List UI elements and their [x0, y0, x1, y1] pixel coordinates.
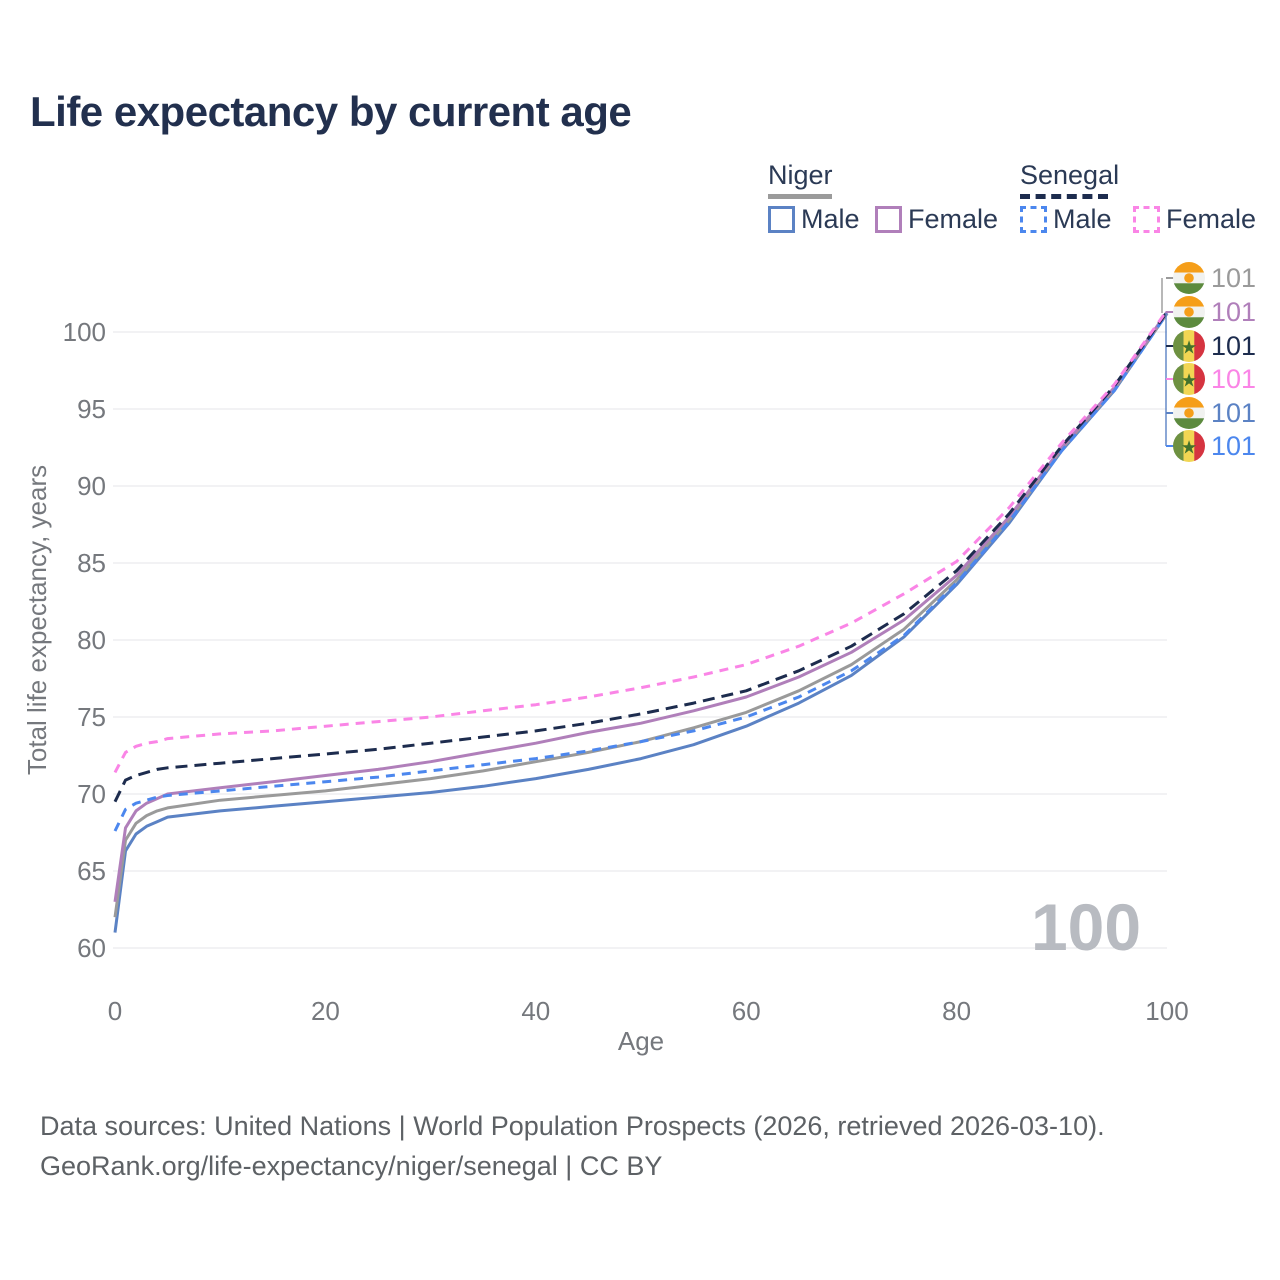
- end-label-niger_female[interactable]: 101: [1173, 296, 1256, 328]
- x-tick-label-80: 80: [942, 996, 971, 1026]
- y-tick-label-70: 70: [77, 779, 106, 809]
- senegal-flag-icon: ★: [1173, 363, 1205, 395]
- legend-label-niger-male[interactable]: Male: [801, 204, 860, 234]
- senegal-line-sample: [1020, 194, 1108, 199]
- data-sources-line2[interactable]: GeoRank.org/life-expectancy/niger/senega…: [40, 1151, 663, 1181]
- niger-flag-icon: [1173, 397, 1205, 429]
- hover-age-watermark: 100: [1031, 890, 1141, 964]
- series-line-senegal_total[interactable]: [113, 311, 1169, 803]
- end-label-value-senegal_female: 101: [1211, 364, 1256, 394]
- legend-group-senegal-label: Senegal: [1020, 160, 1120, 190]
- y-tick-label-75: 75: [77, 702, 106, 732]
- end-label-niger_male[interactable]: 101: [1173, 397, 1256, 429]
- page-title: Life expectancy by current age: [30, 88, 632, 135]
- series-line-senegal_female[interactable]: [113, 309, 1169, 774]
- legend-swatch-niger-male[interactable]: [768, 206, 795, 233]
- end-label-value-niger_male: 101: [1211, 398, 1256, 428]
- niger-flag-icon: [1173, 262, 1205, 294]
- series-line-niger_female[interactable]: [113, 311, 1169, 903]
- x-tick-label-60: 60: [732, 996, 761, 1026]
- data-sources-line1: Data sources: United Nations | World Pop…: [40, 1111, 1105, 1141]
- y-tick-label-100: 100: [63, 317, 106, 347]
- legend-group-senegal[interactable]: Senegal: [1020, 160, 1119, 199]
- y-tick-label-60: 60: [77, 933, 106, 963]
- x-tick-label-40: 40: [521, 996, 550, 1026]
- x-axis-title: Age: [618, 1026, 664, 1056]
- end-label-senegal_male[interactable]: ★ 101: [1173, 430, 1256, 462]
- niger-flag-icon: [1173, 296, 1205, 328]
- legend-swatch-niger-female[interactable]: [875, 206, 902, 233]
- y-tick-label-80: 80: [77, 625, 106, 655]
- niger-line-sample: [768, 194, 832, 199]
- end-label-senegal_total[interactable]: ★ 101: [1173, 330, 1256, 362]
- svg-text:★: ★: [1181, 337, 1198, 358]
- y-axis-title: Total life expectancy, years: [22, 465, 52, 775]
- end-label-value-niger_female: 101: [1211, 297, 1256, 327]
- legend-label-niger-female[interactable]: Female: [908, 204, 999, 234]
- legend-group-niger[interactable]: Niger: [768, 160, 833, 199]
- chart-legend: Niger Senegal Male Female Male Female: [768, 160, 1268, 244]
- series-line-niger_male[interactable]: [113, 312, 1169, 933]
- series-line-senegal_male[interactable]: [113, 312, 1169, 832]
- svg-text:★: ★: [1181, 370, 1198, 391]
- x-tick-label-100: 100: [1145, 996, 1188, 1026]
- y-tick-label-85: 85: [77, 548, 106, 578]
- x-tick-label-20: 20: [311, 996, 340, 1026]
- series-line-niger_total[interactable]: [113, 312, 1169, 918]
- end-label-value-senegal_total: 101: [1211, 331, 1256, 361]
- legend-label-senegal-female[interactable]: Female: [1166, 204, 1257, 234]
- end-label-senegal_female[interactable]: ★ 101: [1173, 363, 1256, 395]
- y-tick-label-90: 90: [77, 471, 106, 501]
- senegal-flag-icon: ★: [1173, 330, 1205, 362]
- end-label-value-senegal_male: 101: [1211, 431, 1256, 461]
- data-sources-note: Data sources: United Nations | World Pop…: [40, 1106, 1105, 1186]
- legend-label-senegal-male[interactable]: Male: [1053, 204, 1112, 234]
- x-tick-label-0: 0: [108, 996, 122, 1026]
- end-label-value-niger_total: 101: [1211, 263, 1256, 293]
- y-tick-label-65: 65: [77, 856, 106, 886]
- legend-swatch-senegal-male[interactable]: [1020, 206, 1047, 233]
- end-label-niger_total[interactable]: 101: [1173, 262, 1256, 294]
- y-tick-label-95: 95: [77, 394, 106, 424]
- legend-swatch-senegal-female[interactable]: [1133, 206, 1160, 233]
- svg-text:★: ★: [1181, 437, 1198, 458]
- legend-group-niger-label: Niger: [768, 160, 833, 190]
- senegal-flag-icon: ★: [1173, 430, 1205, 462]
